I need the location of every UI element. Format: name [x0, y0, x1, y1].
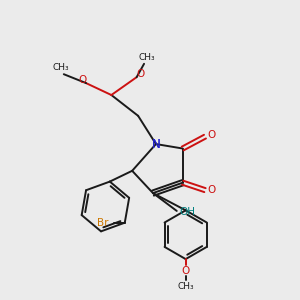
- Text: CH₃: CH₃: [139, 53, 155, 62]
- Text: O: O: [78, 75, 87, 85]
- Text: CH₃: CH₃: [52, 63, 69, 72]
- Text: N: N: [152, 138, 160, 151]
- Text: N: N: [152, 138, 160, 151]
- Text: Br: Br: [97, 218, 108, 228]
- Text: OH: OH: [179, 207, 195, 218]
- Text: O: O: [182, 266, 190, 276]
- Text: O: O: [207, 185, 216, 195]
- Text: CH₃: CH₃: [177, 282, 194, 291]
- Text: O: O: [207, 130, 216, 140]
- Text: O: O: [136, 69, 144, 79]
